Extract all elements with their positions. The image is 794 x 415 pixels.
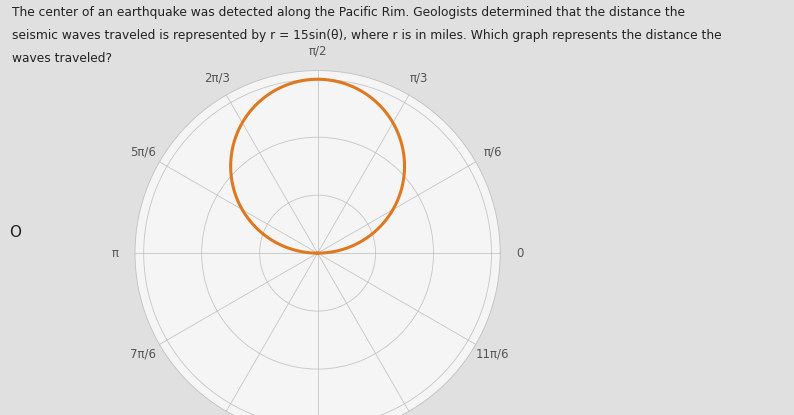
- Text: seismic waves traveled is represented by r = 15sin(θ), where r is in miles. Whic: seismic waves traveled is represented by…: [12, 29, 722, 42]
- Text: waves traveled?: waves traveled?: [12, 52, 112, 65]
- Text: The center of an earthquake was detected along the Pacific Rim. Geologists deter: The center of an earthquake was detected…: [12, 6, 685, 19]
- Text: O: O: [10, 225, 21, 240]
